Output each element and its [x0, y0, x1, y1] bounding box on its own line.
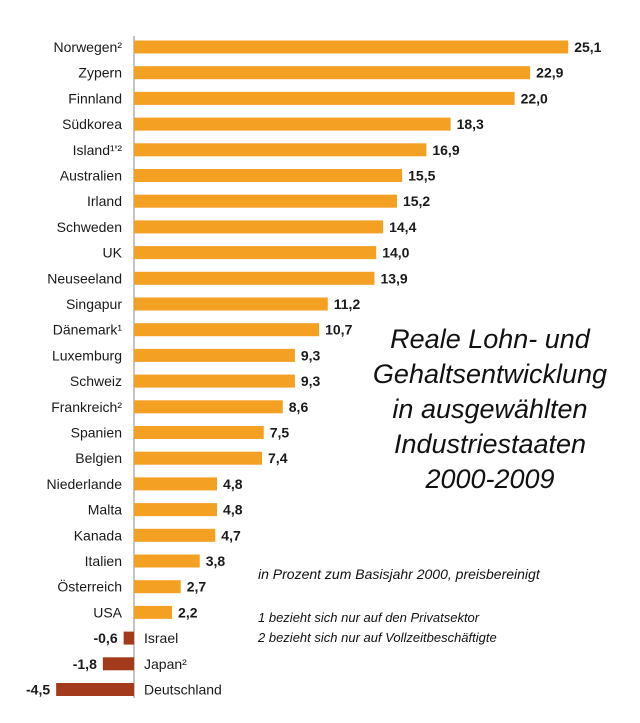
- category-label: Irland: [87, 193, 122, 209]
- value-label: -0,6: [93, 630, 117, 646]
- value-label: 14,4: [389, 219, 416, 235]
- value-label: 3,8: [206, 553, 226, 569]
- bar: [102, 657, 134, 671]
- bar: [134, 605, 173, 619]
- chart-title-line: Reale Lohn- und: [390, 324, 590, 354]
- value-label: 9,3: [301, 347, 321, 363]
- value-label: 16,9: [432, 142, 459, 158]
- value-label: -4,5: [26, 682, 50, 698]
- bar: [134, 374, 295, 388]
- value-label: -1,8: [73, 656, 97, 672]
- bar: [134, 297, 328, 311]
- category-label: Italien: [85, 553, 122, 569]
- bar: [123, 631, 134, 645]
- category-label: Japan²: [144, 656, 187, 672]
- chart-title-line: in ausgewählten: [392, 394, 588, 424]
- value-label: 2,7: [187, 579, 207, 595]
- value-label: 2,2: [178, 604, 198, 620]
- category-label: Norwegen²: [54, 39, 123, 55]
- category-label: Zypern: [78, 65, 122, 81]
- value-label: 4,8: [223, 476, 243, 492]
- bar: [134, 271, 375, 285]
- value-label: 4,8: [223, 502, 243, 518]
- bar: [134, 143, 427, 157]
- chart-subtitle: in Prozent zum Basisjahr 2000, preisbere…: [258, 566, 540, 582]
- bar: [134, 451, 263, 465]
- bar: [134, 528, 216, 542]
- category-label: Niederlande: [47, 476, 123, 492]
- value-label: 7,4: [268, 450, 288, 466]
- chart-title-line: 2000-2009: [425, 464, 555, 494]
- category-label: Australien: [60, 168, 122, 184]
- category-label: Kanada: [74, 527, 122, 543]
- chart-title-line: Industriestaaten: [393, 429, 587, 459]
- bar: [134, 246, 377, 260]
- bar: [134, 580, 181, 594]
- category-label: Schweden: [57, 219, 122, 235]
- category-label: Luxemburg: [52, 347, 122, 363]
- category-label: Israel: [144, 630, 178, 646]
- category-label: Österreich: [57, 578, 122, 595]
- bar: [56, 683, 134, 696]
- value-label: 15,2: [403, 193, 430, 209]
- value-label: 25,1: [574, 39, 601, 55]
- bar: [134, 66, 531, 80]
- category-label: Finnland: [68, 90, 122, 106]
- bar: [134, 503, 218, 517]
- category-label: Malta: [88, 502, 122, 518]
- bar: [134, 220, 384, 234]
- bar: [134, 91, 515, 105]
- category-label: Belgien: [75, 450, 122, 466]
- category-label: Südkorea: [62, 116, 122, 132]
- category-label: Dänemark¹: [53, 322, 123, 338]
- category-label: Island¹'²: [73, 142, 123, 158]
- category-label: Singapur: [66, 296, 122, 312]
- chart-title-line: Gehaltsentwicklung: [372, 359, 608, 389]
- footnote-1: 1 bezieht sich nur auf den Privatsektor: [258, 610, 480, 625]
- bar: [134, 117, 451, 131]
- value-label: 8,6: [289, 399, 309, 415]
- value-label: 22,0: [521, 90, 548, 106]
- bar: [134, 323, 320, 337]
- bar: [134, 40, 569, 54]
- bar: [134, 169, 403, 182]
- bar: [134, 194, 397, 208]
- chart-title: Reale Lohn- und Gehaltsentwicklung in au…: [345, 322, 635, 497]
- category-label: Neuseeland: [47, 270, 122, 286]
- value-label: 7,5: [270, 425, 290, 441]
- bar: [134, 400, 283, 414]
- category-label: Schweiz: [70, 373, 122, 389]
- value-label: 22,9: [536, 65, 563, 81]
- category-label: Deutschland: [144, 682, 222, 698]
- category-label: UK: [103, 245, 123, 261]
- value-label: 15,5: [408, 168, 435, 184]
- value-label: 10,7: [325, 322, 352, 338]
- value-label: 13,9: [380, 270, 407, 286]
- category-label: Frankreich²: [51, 399, 122, 415]
- category-label: Spanien: [71, 425, 122, 441]
- bar: [134, 348, 295, 362]
- value-label: 18,3: [457, 116, 484, 132]
- footnote-2: 2 bezieht sich nur auf Vollzeitbeschäfti…: [258, 630, 497, 645]
- value-label: 11,2: [334, 296, 361, 312]
- bar: [134, 554, 200, 568]
- value-label: 9,3: [301, 373, 321, 389]
- bar: [134, 477, 218, 491]
- bar: [134, 426, 264, 439]
- category-label: USA: [93, 604, 122, 620]
- value-label: 4,7: [221, 527, 241, 543]
- value-label: 14,0: [382, 245, 409, 261]
